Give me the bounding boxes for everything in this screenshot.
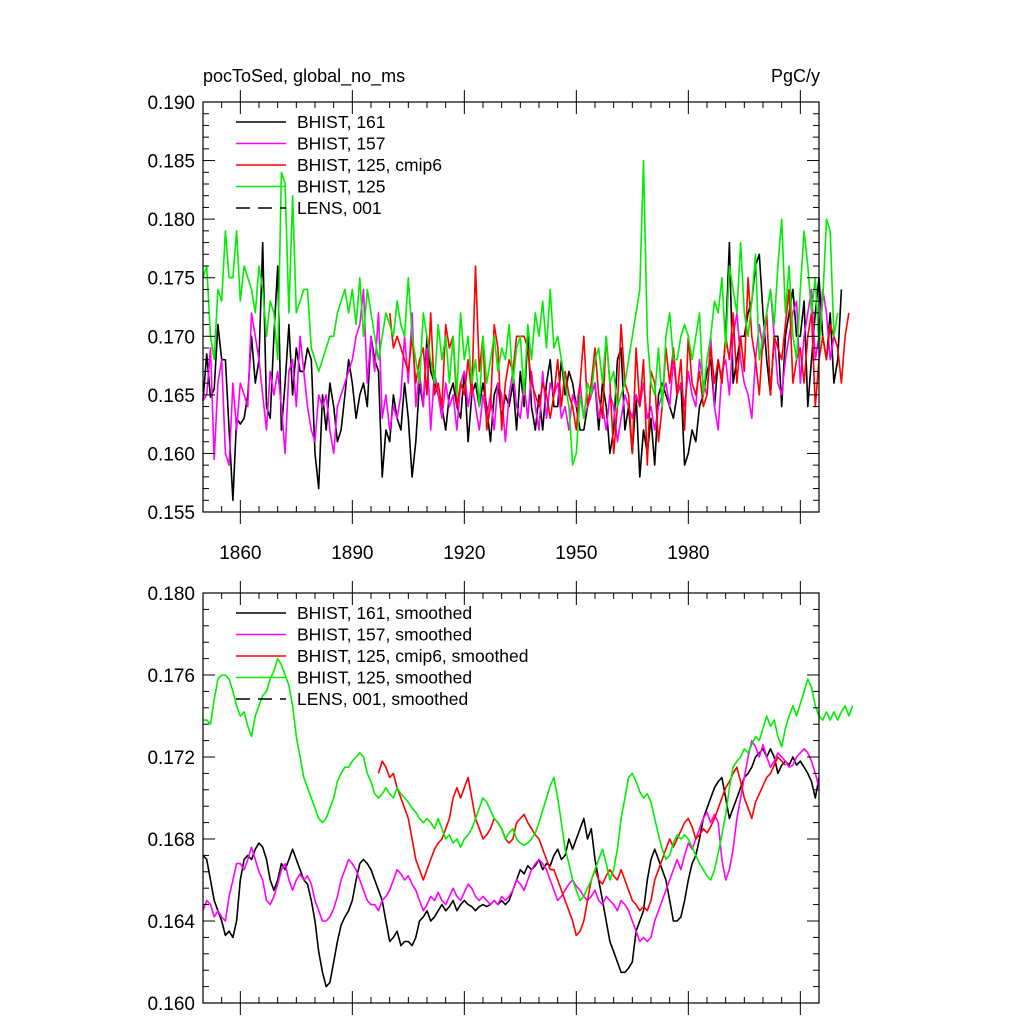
bottom-plot-frame bbox=[202, 592, 820, 1004]
series-line-0-0 bbox=[202, 241, 843, 502]
y-tick-label: 0.180 bbox=[147, 584, 195, 605]
y-tick-label: 0.176 bbox=[147, 666, 195, 687]
y-tick-label: 0.172 bbox=[147, 748, 195, 769]
legend-label: BHIST, 161 bbox=[297, 112, 386, 132]
legend-label: BHIST, 125, cmip6, smoothed bbox=[297, 646, 529, 666]
y-tick-label: 0.168 bbox=[147, 830, 195, 851]
series-line-1-0 bbox=[202, 748, 820, 988]
bottom-series-group bbox=[202, 657, 854, 988]
top-panel: pocToSed, global_no_ms PgC/y 0.1550.1600… bbox=[147, 66, 850, 564]
top-axis-ticks: 0.155 0.160 0.165 0.170 0.175 0.180 0.185 0.190… bbox=[147, 90, 820, 564]
y-tick-label: 0.165 bbox=[147, 386, 195, 407]
top-series-group bbox=[202, 159, 850, 502]
y-tick-label: 0.160 bbox=[147, 994, 195, 1015]
x-tick-label: 1950 bbox=[555, 543, 597, 564]
y-tick-label: 0.170 bbox=[147, 327, 195, 348]
x-tick-label: 1920 bbox=[443, 543, 485, 564]
y-tick-label: 0.155 bbox=[147, 503, 195, 524]
legend-label: BHIST, 125, smoothed bbox=[297, 668, 472, 688]
x-tick-label: 1980 bbox=[667, 543, 709, 564]
legend-label: BHIST, 125, cmip6 bbox=[297, 155, 442, 175]
series-line-1-3 bbox=[203, 657, 854, 902]
top-chart-units: PgC/y bbox=[771, 66, 820, 86]
series-line-0-2 bbox=[388, 265, 850, 466]
y-tick-label: 0.180 bbox=[147, 210, 195, 231]
x-tick-label: 1860 bbox=[219, 543, 261, 564]
top-chart-title: pocToSed, global_no_ms bbox=[203, 66, 405, 87]
legend-label: LENS, 001, smoothed bbox=[297, 689, 468, 709]
y-tick-label: 0.175 bbox=[147, 269, 195, 290]
bottom-panel: 0.160 0.164 0.168 0.172 0.176 0.180 BHIST, 16… bbox=[147, 581, 854, 1015]
legend-label: BHIST, 157, smoothed bbox=[297, 625, 472, 645]
series-line-0-1 bbox=[202, 288, 835, 466]
legend-label: BHIST, 125 bbox=[297, 177, 386, 197]
series-line-1-1 bbox=[202, 739, 820, 943]
bottom-axis-ticks: 0.160 0.164 0.168 0.172 0.176 0.180 bbox=[147, 581, 820, 1015]
legend-label: BHIST, 157 bbox=[297, 134, 386, 154]
y-tick-label: 0.185 bbox=[147, 152, 195, 173]
x-tick-label: 1890 bbox=[331, 543, 373, 564]
y-tick-label: 0.164 bbox=[147, 912, 195, 933]
y-tick-label: 0.160 bbox=[147, 444, 195, 465]
legend-label: BHIST, 161, smoothed bbox=[297, 603, 472, 623]
top-plot-frame bbox=[202, 101, 820, 513]
series-line-0-3 bbox=[202, 159, 839, 466]
series-line-1-2 bbox=[377, 756, 786, 937]
y-tick-label: 0.190 bbox=[147, 93, 195, 114]
legend-label: LENS, 001 bbox=[297, 198, 382, 218]
